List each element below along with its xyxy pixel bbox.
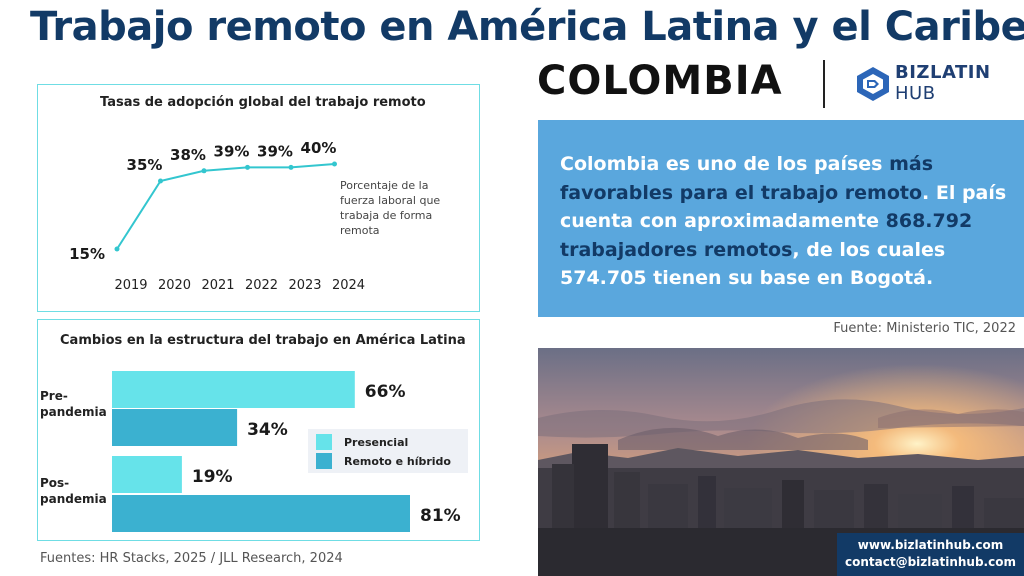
header-divider: [823, 60, 825, 108]
adoption-point-2019: [114, 246, 120, 252]
legend-item-remoto: Remoto e híbrido: [316, 453, 451, 469]
bar-chart-legend: Presencial Remoto e híbrido: [308, 429, 468, 473]
logo-mark-icon: [857, 67, 889, 101]
adoption-value-label-2023: 39%: [257, 142, 293, 160]
contact-box: www.bizlatinhub.com contact@bizlatinhub.…: [837, 533, 1024, 576]
adoption-year-label-2022: 2022: [245, 278, 278, 293]
category-label-pre: Pre- pandemia: [40, 388, 107, 420]
legend-swatch-remoto: [316, 453, 332, 469]
bar-pos-presencial: [112, 456, 182, 493]
legend-label-remoto: Remoto e híbrido: [344, 454, 451, 468]
structure-bar-chart: 66% 34% 19% 81%: [112, 371, 461, 532]
adoption-chart-note: Porcentaje de la fuerza laboral que trab…: [340, 179, 441, 237]
adoption-value-label-2021: 38%: [170, 146, 206, 164]
callout-highlight-2: 868.792 trabajadores remotos: [560, 210, 973, 261]
adoption-chart-panel: Tasas de adopción global del trabajo rem…: [37, 84, 480, 312]
logo-text-top: BIZLATIN: [895, 62, 991, 83]
adoption-point-2022: [245, 164, 250, 170]
logo-text-bottom: HUB: [895, 83, 936, 104]
callout-text: Colombia es uno de los países más favora…: [560, 150, 1010, 293]
adoption-year-label-2024: 2024: [332, 278, 365, 293]
website-link[interactable]: www.bizlatinhub.com: [857, 538, 1004, 552]
bar-value-label-pos-presencial: 19%: [192, 467, 233, 487]
legend-swatch-presencial: [316, 434, 332, 450]
adoption-point-2020: [158, 178, 163, 184]
bar-pre-presencial: [112, 371, 355, 408]
adoption-chart-title: Tasas de adopción global del trabajo rem…: [100, 95, 426, 110]
callout-part-3: , de los cuales 574.705 tienen su base e…: [560, 238, 946, 290]
adoption-series-line: [116, 163, 335, 250]
adoption-year-label-2020: 2020: [158, 278, 191, 293]
country-heading: COLOMBIA: [537, 58, 783, 104]
legend-item-presencial: Presencial: [316, 434, 408, 450]
structure-chart-title: Cambios en la estructura del trabajo en …: [60, 333, 466, 348]
adoption-year-label-2023: 2023: [288, 278, 321, 293]
adoption-point-2024: [332, 161, 337, 167]
category-label-pos-text: Pos- pandemia: [40, 476, 107, 506]
category-label-pre-text: Pre- pandemia: [40, 389, 107, 419]
biz-latin-hub-logo: BIZLATIN HUB: [855, 62, 990, 106]
callout-source: Fuente: Ministerio TIC, 2022: [833, 321, 1016, 336]
callout-highlight-1: más favorables para el trabajo remoto: [560, 153, 934, 204]
adoption-value-label-2019: 15%: [69, 245, 105, 263]
bar-pre-remoto: [112, 409, 238, 446]
adoption-value-label-2020: 35%: [127, 156, 163, 174]
adoption-point-2023: [288, 164, 294, 170]
legend-label-presencial: Presencial: [344, 435, 409, 449]
adoption-value-label-2024: 40%: [301, 139, 337, 157]
adoption-point-2021: [201, 168, 207, 174]
category-label-pos: Pos- pandemia: [40, 475, 107, 507]
adoption-year-label-2019: 2019: [114, 278, 147, 293]
colombia-callout: Colombia es uno de los países más favora…: [538, 120, 1024, 317]
bar-pos-remoto: [112, 495, 410, 532]
callout-part-1: Colombia es uno de los países: [560, 153, 890, 175]
bar-value-label-pos-remoto: 81%: [420, 506, 461, 526]
structure-chart-panel: Cambios en la estructura del trabajo en …: [37, 319, 480, 541]
bar-value-label-pre-presencial: 66%: [365, 382, 406, 402]
email-link[interactable]: contact@bizlatinhub.com: [845, 555, 1016, 569]
bar-value-label-pre-remoto: 34%: [247, 420, 288, 440]
adoption-value-label-2022: 39%: [214, 142, 250, 160]
adoption-line-chart: 15% 2019 35% 2020 38% 2021 39% 2022 39% 2023 40% 20…: [69, 139, 365, 293]
adoption-year-label-2021: 2021: [201, 278, 234, 293]
page-title: Trabajo remoto en América Latina y el Ca…: [30, 4, 1024, 50]
chart-sources: Fuentes: HR Stacks, 2025 / JLL Research,…: [40, 551, 343, 566]
callout-part-2: . El país cuenta con aproximadamente: [560, 181, 1007, 233]
